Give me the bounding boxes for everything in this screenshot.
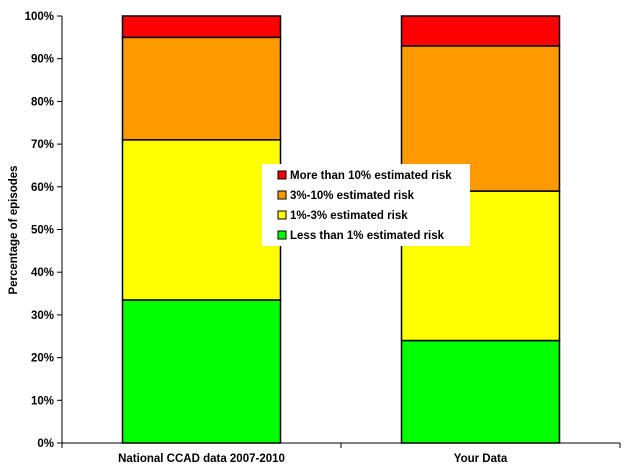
y-tick-label: 30% [31, 310, 54, 322]
legend-swatch [277, 170, 287, 180]
y-axis-title: Percentage of episodes [8, 165, 20, 294]
y-tick-label: 90% [31, 54, 54, 66]
y-tick-label: 0% [37, 438, 54, 450]
bar-segment [121, 15, 282, 39]
bar-segment [400, 339, 561, 444]
legend-swatch [277, 230, 287, 240]
x-tick-label: Your Data [454, 453, 508, 465]
legend-swatch [277, 190, 287, 200]
bar-segment [121, 299, 282, 444]
legend-label: 1%-3% estimated risk [290, 210, 408, 222]
bar-segment [121, 36, 282, 141]
legend-label: Less than 1% estimated risk [290, 230, 445, 242]
legend-label: More than 10% estimated risk [290, 170, 452, 182]
y-tick-label: 70% [31, 139, 54, 151]
y-tick-label: 10% [31, 395, 54, 407]
bar-segment [400, 15, 561, 47]
y-tick-label: 40% [31, 267, 54, 279]
y-tick-label: 60% [31, 182, 54, 194]
legend-item: 3%-10% estimated risk [277, 190, 415, 202]
bar-segment [121, 139, 282, 301]
bars [121, 15, 561, 444]
y-tick-label: 80% [31, 96, 54, 108]
x-tick-label: National CCAD data 2007-2010 [118, 453, 285, 465]
legend-item: Less than 1% estimated risk [277, 230, 445, 242]
legend: More than 10% estimated risk 3%-10% estim… [262, 164, 470, 246]
x-axis: National CCAD data 2007-2010 Your Data [61, 442, 621, 465]
y-tick-label: 100% [25, 11, 54, 23]
y-axis: 0% 10% 20% 30% 40% 50% 60% 70% 80% 90% 100% [25, 11, 63, 450]
legend-item: 1%-3% estimated risk [277, 210, 408, 222]
legend-box [262, 164, 470, 246]
legend-label: 3%-10% estimated risk [290, 190, 415, 202]
legend-item: More than 10% estimated risk [277, 170, 452, 182]
y-tick-label: 20% [31, 353, 54, 365]
legend-swatch [277, 210, 287, 220]
y-tick-label: 50% [31, 225, 54, 237]
